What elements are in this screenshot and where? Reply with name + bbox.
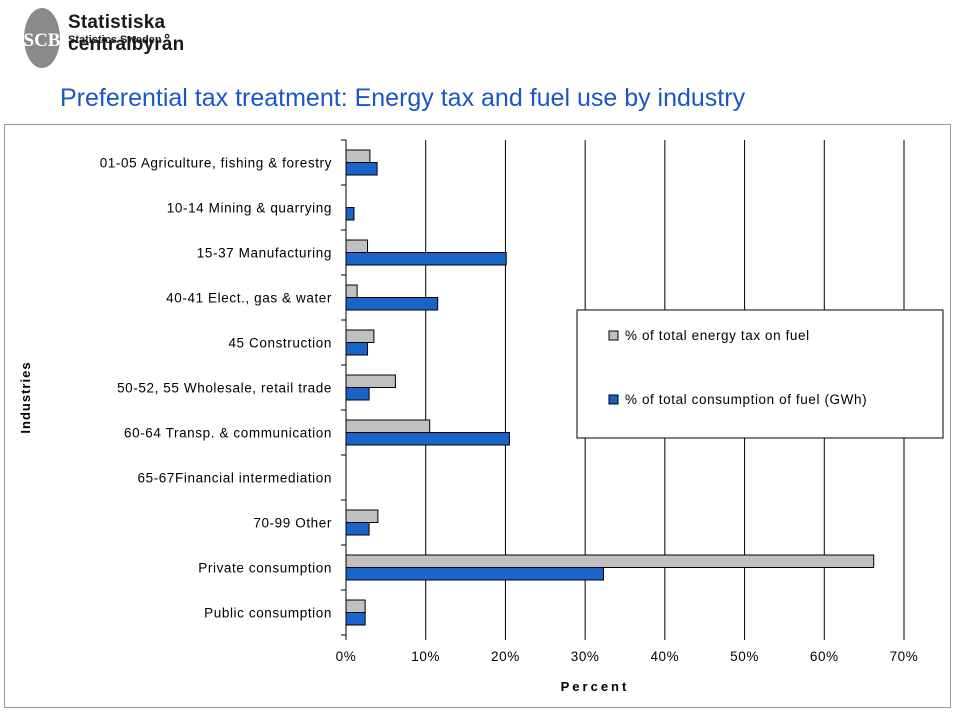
bar-energy-tax: [345, 554, 875, 568]
chart-frame: [4, 124, 951, 708]
bar-fuel-consumption: [345, 612, 366, 626]
category-label: Private consumption: [198, 561, 332, 576]
category-label: 65-67Financial intermediation: [137, 471, 332, 486]
x-tick-label: 0%: [336, 649, 357, 664]
legend-swatch: [608, 330, 619, 341]
category-label: 40-41 Elect., gas & water: [166, 291, 332, 306]
category-label: 10-14 Mining & quarrying: [167, 201, 332, 216]
x-tick-label: 70%: [890, 649, 919, 664]
category-label: 45 Construction: [228, 336, 332, 351]
x-tick-label: 60%: [810, 649, 839, 664]
bar-fuel-consumption: [345, 522, 370, 536]
bar-energy-tax: [345, 284, 358, 298]
legend-label: % of total consumption of fuel (GWh): [625, 392, 867, 407]
bar-energy-tax: [345, 509, 379, 523]
category-label: 50-52, 55 Wholesale, retail trade: [117, 381, 332, 396]
bar-fuel-consumption: [345, 567, 604, 581]
page-title: Preferential tax treatment: Energy tax a…: [60, 84, 746, 112]
bar-fuel-consumption: [345, 207, 355, 221]
legend-box: [576, 309, 944, 439]
bar-fuel-consumption: [345, 252, 507, 266]
bar-fuel-consumption: [345, 387, 370, 401]
bar-fuel-consumption: [345, 342, 369, 356]
y-axis-title: Industries: [18, 361, 33, 433]
bar-fuel-consumption: [345, 432, 510, 446]
bar-energy-tax: [345, 599, 366, 613]
x-axis-title: Percent: [561, 679, 630, 694]
x-tick-label: 40%: [650, 649, 679, 664]
bar-fuel-consumption: [345, 297, 439, 311]
scb-logo-mark: SCB: [24, 8, 61, 68]
category-label: 15-37 Manufacturing: [197, 246, 332, 261]
logo-mark-text: SCB: [24, 30, 61, 51]
x-tick-label: 10%: [411, 649, 440, 664]
category-label: 01-05 Agriculture, fishing & forestry: [100, 156, 332, 171]
bar-energy-tax: [345, 419, 431, 433]
x-tick-label: 20%: [491, 649, 520, 664]
legend-swatch: [608, 394, 619, 405]
x-tick-label: 50%: [730, 649, 759, 664]
category-label: 60-64 Transp. & communication: [124, 426, 332, 441]
category-label: 70-99 Other: [253, 516, 332, 531]
legend-label: % of total energy tax on fuel: [625, 328, 810, 343]
scb-logo: SCB Statistiska centralbyrån Statistics …: [22, 4, 282, 70]
bar-fuel-consumption: [345, 162, 378, 176]
logo-name: Statistiska centralbyrån: [68, 12, 185, 55]
x-tick-label: 30%: [571, 649, 600, 664]
bar-energy-tax: [345, 239, 369, 253]
bar-energy-tax: [345, 374, 396, 388]
bar-energy-tax: [345, 329, 375, 343]
category-label: Public consumption: [204, 606, 332, 621]
logo-subtitle: Statistics Sweden: [68, 34, 162, 46]
bar-energy-tax: [345, 149, 371, 163]
